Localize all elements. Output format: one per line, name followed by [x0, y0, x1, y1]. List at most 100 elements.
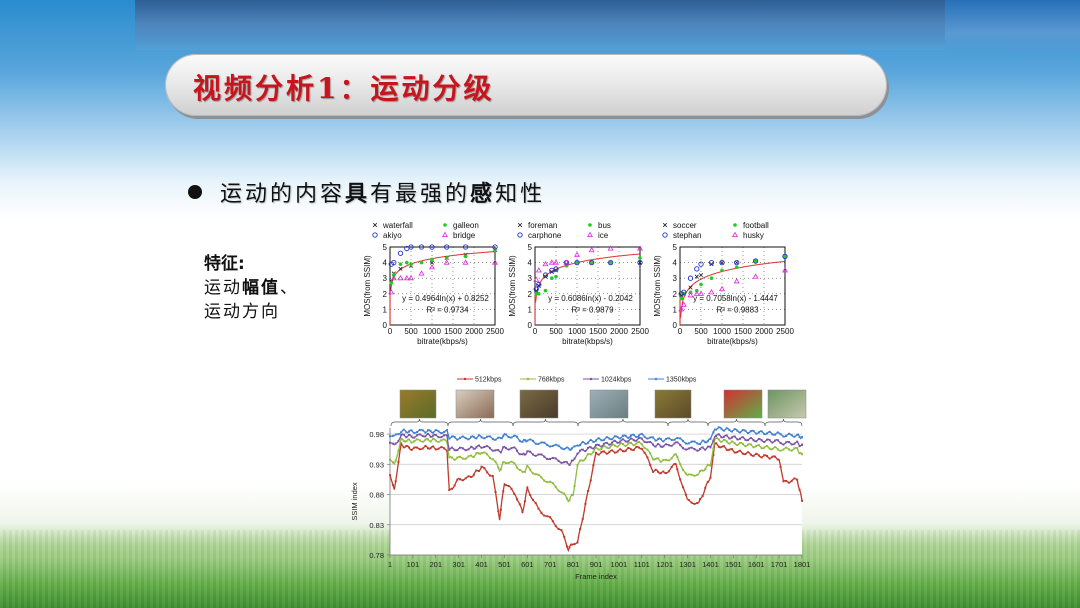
y-tick: 0	[528, 321, 533, 330]
y-tick: 0.88	[369, 491, 384, 500]
x-tick: 2500	[486, 327, 504, 336]
x-tick: 2500	[631, 327, 649, 336]
features-line-1-suffix: 、	[280, 278, 299, 298]
x-tick: 1301	[679, 560, 696, 569]
y-axis-label: SSIM index	[350, 482, 359, 521]
y-tick: 1	[383, 305, 388, 314]
y-tick: 5	[528, 243, 533, 252]
title-bar: 视频分析1：运动分级	[165, 54, 887, 116]
x-tick: 1500	[444, 327, 462, 336]
fit-r2: R² = 0.9879	[571, 306, 614, 315]
slide-title: 视频分析1：运动分级	[193, 72, 495, 105]
legend-label: carphone	[528, 231, 562, 240]
video-thumbnail-soccer	[519, 389, 559, 419]
x-axis-label: bitrate(kbps/s)	[417, 337, 468, 346]
y-tick: 5	[673, 243, 678, 252]
y-tick: 3	[383, 274, 388, 283]
x-tick: 1801	[794, 560, 811, 569]
x-tick: 1201	[656, 560, 673, 569]
y-tick: 1	[528, 305, 533, 314]
y-axis-label: MOS(from SSIM)	[653, 255, 662, 317]
video-thumbnail-stephan	[723, 389, 763, 419]
mos-chart-1: waterfall galleon akiyo bridge 0 1 2 3 4 5 0 500 100…	[360, 220, 510, 350]
x-tick: 0	[388, 327, 393, 336]
legend-label: akiyo	[383, 231, 402, 240]
bullet-text-part: 具	[345, 182, 371, 207]
x-tick: 500	[549, 327, 563, 336]
y-tick: 0.93	[369, 460, 384, 469]
x-tick: 1500	[589, 327, 607, 336]
legend-label: soccer	[673, 221, 697, 230]
background-sky-right	[945, 0, 1080, 55]
x-tick: 1	[388, 560, 392, 569]
x-tick: 500	[404, 327, 418, 336]
legend-label: waterfall	[382, 221, 413, 230]
x-tick: 901	[590, 560, 603, 569]
x-tick: 2000	[465, 327, 483, 336]
y-tick: 2	[528, 290, 533, 299]
x-axis-label: bitrate(kbps/s)	[562, 337, 613, 346]
mos-chart-3: soccer football stephan husky 0 1 2 3 4 5 0 500 1000…	[650, 220, 800, 350]
features-heading: 特征:	[204, 254, 245, 274]
features-line-2: 运动方向	[204, 302, 280, 322]
legend-label: bus	[598, 221, 611, 230]
y-tick: 0	[383, 321, 388, 330]
x-tick: 0	[678, 327, 683, 336]
y-tick: 4	[673, 259, 678, 268]
x-tick: 2000	[610, 327, 628, 336]
fit-equation: y = 0.6086ln(x) - 0.2042	[548, 294, 633, 303]
y-tick: 4	[528, 259, 533, 268]
x-tick: 401	[475, 560, 488, 569]
y-tick: 0.78	[369, 551, 384, 560]
y-tick: 2	[673, 290, 678, 299]
y-tick: 1	[673, 305, 678, 314]
legend-label: ice	[598, 231, 609, 240]
x-tick: 101	[407, 560, 420, 569]
ssim-line-chart: 512kbps 768kbps 1024kbps 1350kbps 0.78 0.83 0.…	[345, 368, 815, 588]
bullet-text-part: 有最强的	[370, 182, 471, 207]
x-tick: 1701	[771, 560, 788, 569]
bullet-text-part: 运动的内容	[220, 182, 346, 207]
fit-r2: R² = 0.9883	[716, 306, 759, 315]
x-tick: 1000	[713, 327, 731, 336]
fit-equation: y = 0.4964ln(x) + 0.8252	[402, 294, 489, 303]
y-tick: 3	[673, 274, 678, 283]
x-tick: 301	[452, 560, 465, 569]
video-thumbnail-akiyo	[455, 389, 495, 419]
legend-label: husky	[743, 231, 764, 240]
y-axis-label: MOS(from SSIM)	[508, 255, 517, 317]
bullet-dot-icon	[188, 185, 202, 199]
video-thumbnail-football	[654, 389, 692, 419]
x-tick: 1001	[611, 560, 628, 569]
x-tick: 0	[533, 327, 538, 336]
y-tick: 0.98	[369, 430, 384, 439]
bullet-text: 运动的内容具有最强的感知性	[220, 176, 545, 208]
features-line-1-prefix: 运动	[204, 278, 242, 298]
x-tick: 701	[544, 560, 557, 569]
legend-label: football	[743, 221, 769, 230]
legend-label: foreman	[528, 221, 557, 230]
y-tick: 4	[383, 259, 388, 268]
legend-label: 1024kbps	[601, 377, 632, 384]
y-tick: 2	[383, 290, 388, 299]
legend-label: 512kbps	[475, 377, 502, 384]
legend-label: 768kbps	[538, 377, 565, 384]
y-tick: 0	[673, 321, 678, 330]
y-tick: 5	[383, 243, 388, 252]
y-tick: 3	[528, 274, 533, 283]
x-tick: 500	[694, 327, 708, 336]
video-thumbnail-tennis	[767, 389, 807, 419]
bullet-text-part: 知性	[495, 182, 546, 207]
x-tick: 1601	[748, 560, 765, 569]
legend-label: stephan	[673, 231, 701, 240]
video-thumbnail-waterfall	[399, 389, 437, 419]
y-tick: 0.83	[369, 521, 384, 530]
x-tick: 601	[521, 560, 534, 569]
features-block: 特征: 运动幅值、 运动方向	[204, 252, 299, 324]
x-tick: 2000	[755, 327, 773, 336]
mos-chart-2: foreman bus carphone ice 0 1 2 3 4 5 0 500 1000 1500 2…	[505, 220, 655, 350]
x-tick: 501	[498, 560, 511, 569]
features-line-1-bold: 幅值	[242, 278, 280, 298]
background-sky-band	[135, 0, 945, 50]
x-tick: 1401	[702, 560, 719, 569]
